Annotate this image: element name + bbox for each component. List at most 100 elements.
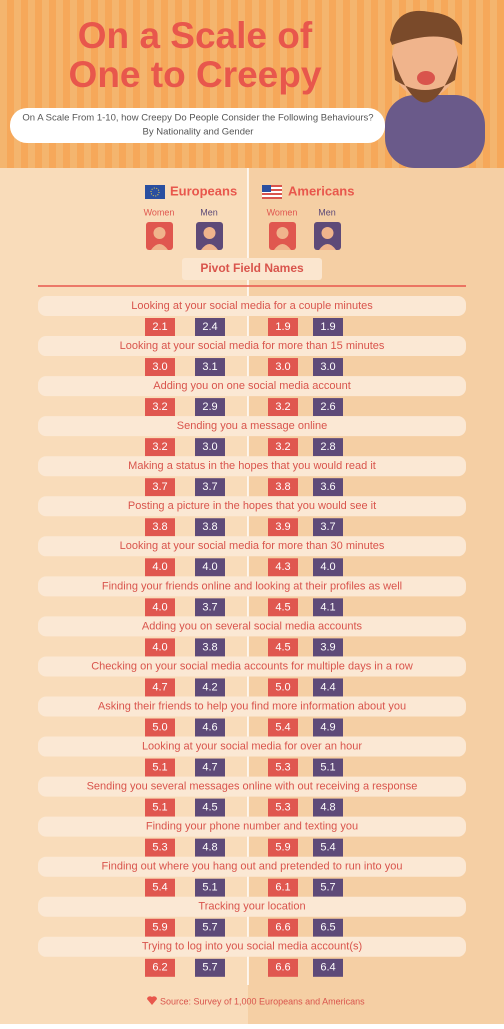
value: 3.8 [275, 481, 290, 493]
value: 3.0 [202, 441, 217, 453]
value-box [145, 398, 175, 417]
value-box [195, 918, 225, 937]
value: 4.5 [202, 802, 217, 814]
value: 5.7 [202, 922, 217, 934]
value-box [268, 558, 298, 577]
value: 5.1 [152, 802, 167, 814]
field-title-box [182, 258, 322, 280]
value: 5.3 [275, 802, 290, 814]
value: 5.3 [275, 761, 290, 773]
value-box [268, 318, 298, 336]
value: 5.7 [202, 962, 217, 974]
value-box [195, 518, 225, 537]
value-box [145, 758, 175, 777]
value: 4.7 [152, 681, 167, 693]
row-label: Looking at your social media for more th… [120, 540, 385, 552]
gender-icon-body [274, 244, 291, 250]
value-box [313, 678, 343, 697]
row-label-bar [38, 936, 466, 957]
value: 4.8 [202, 842, 217, 854]
value-box [145, 638, 175, 657]
row-label: Finding out where you hang out and prete… [102, 861, 403, 873]
value: 3.8 [202, 521, 217, 533]
value: 1.9 [320, 321, 335, 333]
value-box [145, 598, 175, 617]
value-box [313, 478, 343, 497]
value-box [313, 798, 343, 817]
value: 5.1 [152, 761, 167, 773]
value-box [145, 478, 175, 497]
value: 4.0 [202, 561, 217, 573]
value-box [195, 798, 225, 817]
value-box [195, 478, 225, 497]
value-box [313, 638, 343, 657]
row-label: Posting a picture in the hopes that you … [128, 500, 376, 512]
value: 5.0 [152, 721, 167, 733]
value: 6.5 [320, 922, 335, 934]
row-label-bar [38, 816, 466, 837]
value-box [268, 678, 298, 697]
value-box [313, 598, 343, 617]
value: 4.5 [275, 601, 290, 613]
value-box [195, 438, 225, 457]
gender-icon-face [276, 227, 289, 239]
row-label-bar [38, 896, 466, 917]
value: 3.0 [152, 361, 167, 373]
value-box [145, 718, 175, 737]
row-label: Asking their friends to help you find mo… [98, 700, 406, 712]
value-box [268, 758, 298, 777]
value: 3.7 [152, 481, 167, 493]
value-box [313, 838, 343, 857]
value-box [195, 398, 225, 417]
value: 3.7 [202, 481, 217, 493]
row-label-bar [38, 536, 466, 557]
gender-icon-face [153, 227, 166, 239]
value-box [268, 518, 298, 537]
value: 4.4 [320, 681, 335, 693]
value: 5.9 [152, 922, 167, 934]
field-title: Pivot Field Names [200, 261, 304, 275]
row-label: Finding your phone number and texting yo… [146, 821, 358, 833]
value-box [195, 638, 225, 657]
value-box [313, 758, 343, 777]
eu-flag-stars [150, 187, 160, 197]
value: 4.0 [152, 641, 167, 653]
value-box [145, 558, 175, 577]
value-box [268, 598, 298, 617]
value-box [145, 838, 175, 857]
value: 3.7 [202, 601, 217, 613]
value-box [145, 878, 175, 897]
row-label-bar [38, 656, 466, 677]
value-box [268, 358, 298, 377]
value: 4.2 [202, 681, 217, 693]
row-label: Checking on your social media accounts f… [91, 660, 413, 672]
value: 6.6 [275, 922, 290, 934]
row-label-bar [38, 456, 466, 477]
value: 5.9 [275, 842, 290, 854]
value-box [195, 718, 225, 737]
us-flag [262, 185, 282, 199]
value: 4.3 [275, 561, 290, 573]
value-box [145, 518, 175, 537]
value: 3.7 [320, 521, 335, 533]
value-box [268, 798, 298, 817]
row-label: Looking at your social media for a coupl… [131, 300, 373, 312]
value-box [195, 598, 225, 617]
value: 5.4 [152, 882, 167, 894]
value: 3.8 [202, 641, 217, 653]
value: 4.6 [202, 721, 217, 733]
row-label-bar [38, 776, 466, 797]
value-box [268, 638, 298, 657]
value: 2.1 [152, 321, 167, 333]
value: 4.9 [320, 721, 335, 733]
value-box [268, 478, 298, 497]
gender-icon-face [203, 227, 216, 239]
value: 3.6 [320, 481, 335, 493]
value-box [145, 958, 175, 977]
value: 4.5 [275, 641, 290, 653]
row-label-bar [38, 576, 466, 597]
value: 2.8 [320, 441, 335, 453]
source: Source: Survey of 1,000 Europeans and Am… [160, 996, 365, 1006]
value-box [145, 318, 175, 336]
